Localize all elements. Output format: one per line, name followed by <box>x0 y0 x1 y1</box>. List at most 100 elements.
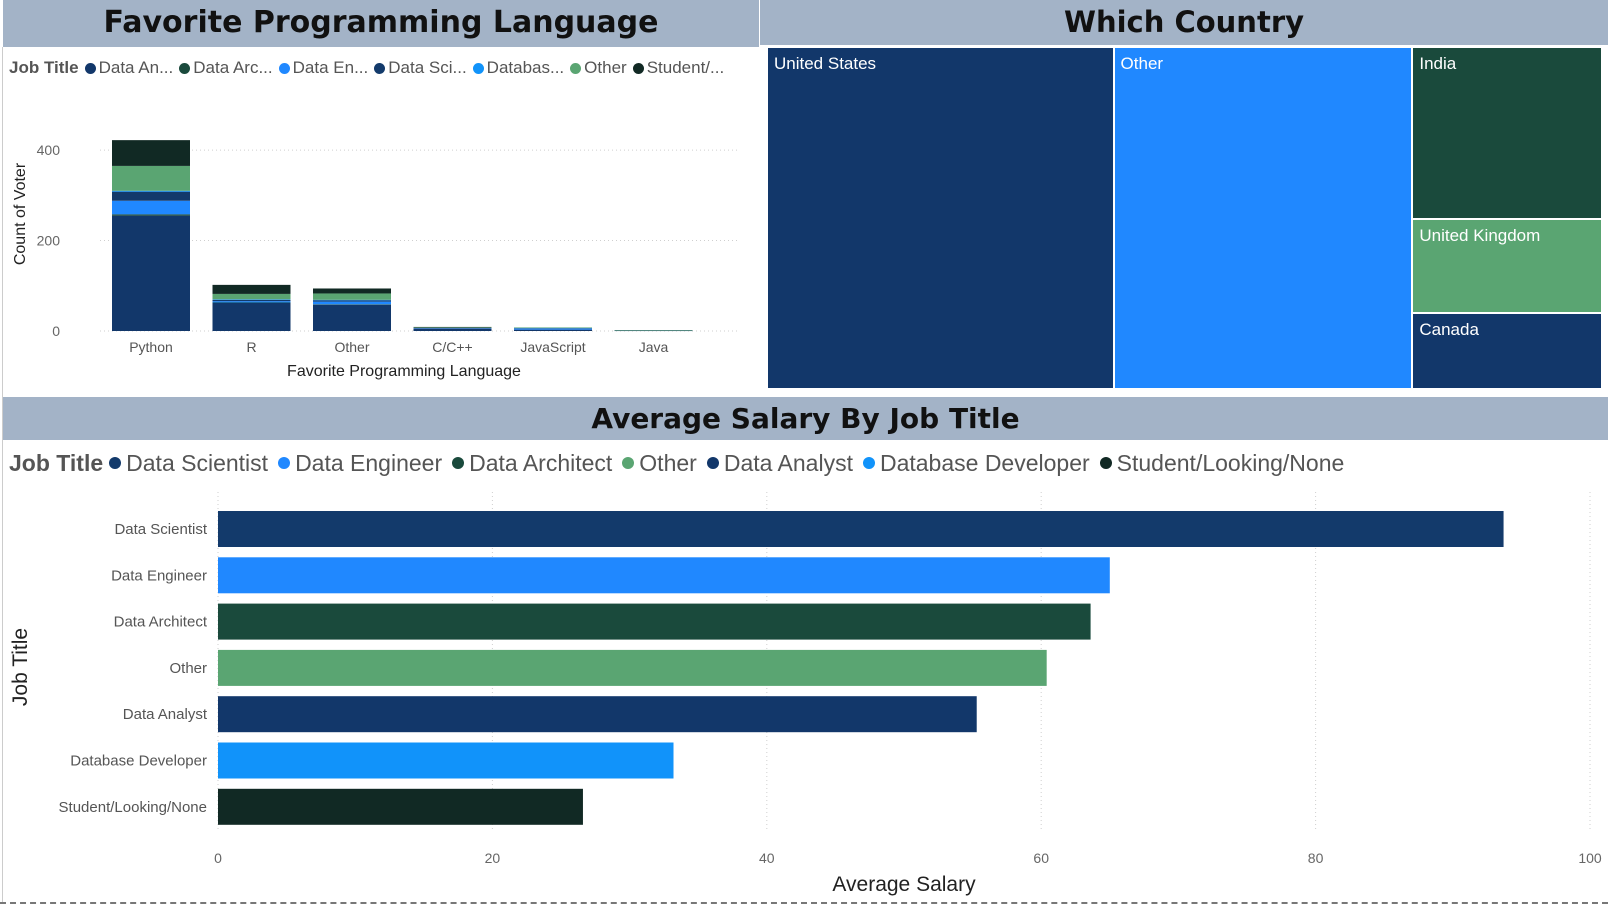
legend-item[interactable]: Data Analyst <box>706 449 853 477</box>
legend-item[interactable]: Database Developer <box>862 450 1090 477</box>
legend-item[interactable]: Other <box>622 450 697 477</box>
legend-label: Data Sci... <box>388 58 467 77</box>
treemap-tile[interactable]: Canada <box>1412 312 1602 389</box>
bar-segment[interactable] <box>112 200 190 215</box>
languages-stacked-bar-chart[interactable]: 0 200 400 Python R Other C/C++ JavaScript Java Fa… <box>0 90 760 390</box>
y-tick-label: Data Scientist <box>114 521 207 538</box>
bar-segment[interactable] <box>413 327 492 329</box>
bar-segment[interactable] <box>212 302 291 331</box>
legend-dot-icon <box>84 62 96 74</box>
left-border <box>2 47 3 902</box>
bar-segment[interactable] <box>514 328 592 329</box>
bar-segment[interactable] <box>413 326 492 328</box>
x-axis-label: Favorite Programming Language <box>287 363 521 380</box>
bar[interactable] <box>218 511 1504 547</box>
bar-segment[interactable] <box>313 300 391 302</box>
legend-item[interactable]: Data An... <box>84 58 174 78</box>
y-tick-label: Database Developer <box>70 753 207 770</box>
treemap-tile[interactable]: Other <box>1113 47 1413 389</box>
treemap-tile[interactable]: India <box>1412 47 1602 220</box>
bar-segment[interactable] <box>514 327 592 329</box>
bar-segment[interactable] <box>212 284 291 294</box>
bar-segment[interactable] <box>112 140 190 166</box>
legend-dot-icon <box>706 457 719 469</box>
bar-segment[interactable] <box>514 328 592 330</box>
bar-segment[interactable] <box>112 191 190 201</box>
bar[interactable] <box>218 557 1110 594</box>
bar-segment[interactable] <box>313 301 391 305</box>
legend-dot-icon <box>452 457 465 469</box>
y-tick-label: Student/Looking/None <box>59 799 207 816</box>
bar-segment[interactable] <box>413 327 492 328</box>
y-tick-label: 0 <box>52 323 60 339</box>
legend-label: Other <box>584 58 627 77</box>
bar-segment[interactable] <box>313 288 391 294</box>
bar-segment[interactable] <box>614 330 693 332</box>
legend-label: Student/Looking/None <box>1116 449 1345 476</box>
legend-dot-icon <box>862 457 875 469</box>
salary-horizontal-bar-chart[interactable]: 0 20 40 60 80 100 Data Scientist Data Engineer D… <box>0 482 1608 902</box>
bar-segment[interactable] <box>313 304 391 331</box>
bar-segment[interactable] <box>313 304 391 305</box>
treemap-tile-label: Canada <box>1419 319 1479 339</box>
country-treemap[interactable]: United States Other India United Kingdom Can… <box>767 47 1602 389</box>
country-chart-title: Which Country <box>760 0 1608 45</box>
legend-label: Data Analyst <box>723 449 853 476</box>
legend-label: Data Architect <box>469 449 613 476</box>
y-tick-label: 200 <box>37 233 61 249</box>
legend-item[interactable]: Data Architect <box>452 450 612 477</box>
legend-label: Data Arc... <box>193 58 273 77</box>
bar-segment[interactable] <box>212 302 291 304</box>
legend-dot-icon <box>109 457 122 469</box>
bar-segment[interactable] <box>112 214 190 216</box>
bar-segment[interactable] <box>313 299 391 301</box>
legend-label: Data Scientist <box>126 449 269 476</box>
legend-item[interactable]: Student/Looking/None <box>1099 449 1345 477</box>
bar-segment[interactable] <box>514 327 592 328</box>
legend-dot-icon <box>278 457 291 469</box>
bar[interactable] <box>218 696 977 733</box>
legend-title: Job Title <box>9 58 79 77</box>
legend-dot-icon <box>374 62 386 74</box>
legend-dot-icon <box>179 62 191 74</box>
bar-segment[interactable] <box>614 330 693 331</box>
legend-title: Job Title <box>9 449 104 476</box>
legend-item[interactable]: Student/... <box>632 58 724 78</box>
legend-item[interactable]: Databas... <box>472 58 564 78</box>
treemap-tile[interactable]: United States <box>767 47 1114 389</box>
bar-segment[interactable] <box>212 299 291 300</box>
bar-segment[interactable] <box>313 293 391 300</box>
bar-segment[interactable] <box>514 329 592 331</box>
x-tick-label: 40 <box>759 850 775 866</box>
treemap-tile[interactable]: United Kingdom <box>1412 219 1602 313</box>
bar-segment[interactable] <box>212 301 291 303</box>
languages-chart-title: Favorite Programming Language <box>3 0 759 47</box>
legend-item[interactable]: Data Scientist <box>109 450 268 477</box>
legend-item[interactable]: Data En... <box>278 58 368 78</box>
legend-dot-icon <box>632 62 644 74</box>
bar[interactable] <box>218 603 1091 640</box>
bar-segment[interactable] <box>413 328 492 331</box>
y-axis-label: Count of Voter <box>12 162 29 265</box>
x-tick-label: JavaScript <box>520 339 585 355</box>
legend-item[interactable]: Data Sci... <box>374 58 467 78</box>
legend-label: Data An... <box>98 58 174 77</box>
bar-segment[interactable] <box>112 165 190 191</box>
bar-segment[interactable] <box>212 299 291 302</box>
salary-legend: Job Title Data Scientist Data Engineer D… <box>9 448 1354 478</box>
bar-segment[interactable] <box>413 328 492 329</box>
treemap-tile-label: Other <box>1120 54 1164 73</box>
bar-segment[interactable] <box>212 293 291 300</box>
bar[interactable] <box>218 788 583 825</box>
legend-dot-icon <box>278 62 290 74</box>
bar[interactable] <box>218 649 1047 686</box>
bar-segment[interactable] <box>112 215 190 331</box>
x-tick-label: 80 <box>1308 850 1324 866</box>
legend-item[interactable]: Other <box>570 58 627 78</box>
legend-item[interactable]: Data Engineer <box>278 450 442 477</box>
bottom-border <box>0 902 1608 904</box>
treemap-tile-label: United Kingdom <box>1419 226 1541 246</box>
bar[interactable] <box>218 742 674 779</box>
bar-segment[interactable] <box>112 190 190 192</box>
legend-item[interactable]: Data Arc... <box>179 58 273 78</box>
